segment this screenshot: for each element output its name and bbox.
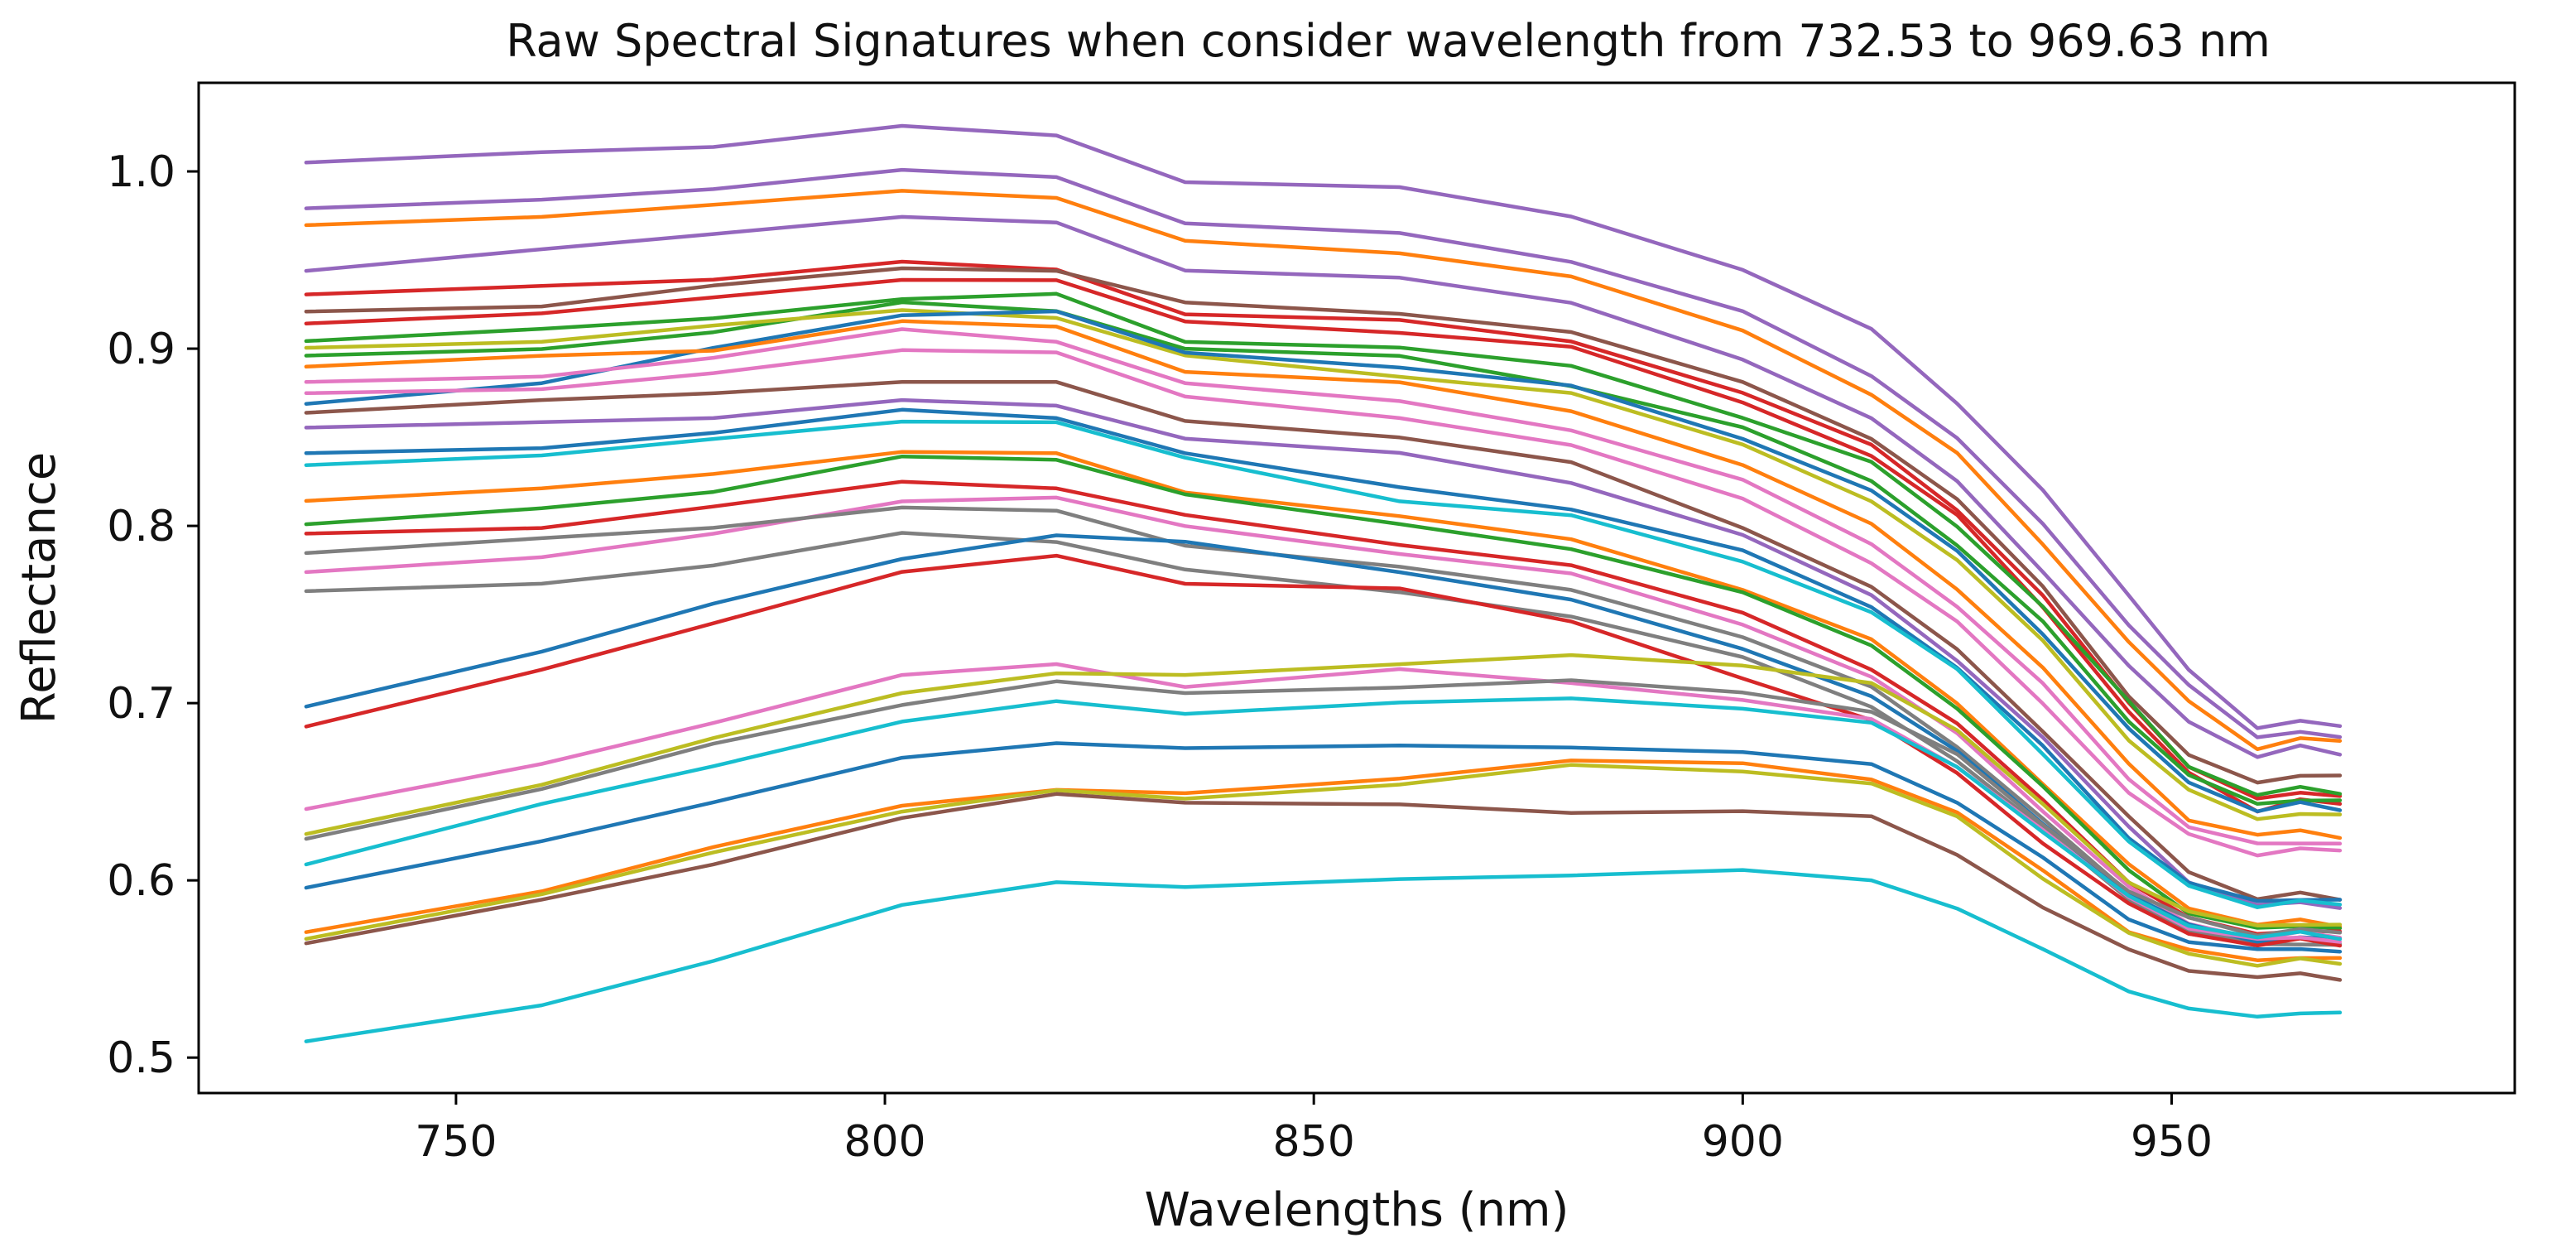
series-line-sample-11 bbox=[304, 309, 2343, 814]
series-line-sample-02 bbox=[304, 167, 2343, 739]
x-tick-label: 750 bbox=[415, 1117, 497, 1167]
series-line-sample-33 bbox=[304, 763, 2343, 968]
series-line-sample-26 bbox=[304, 553, 2343, 948]
series-line-sample-29 bbox=[304, 678, 2343, 938]
series-line-sample-23 bbox=[304, 505, 2343, 946]
series-line-sample-12 bbox=[304, 319, 2343, 840]
series-line-sample-31 bbox=[304, 741, 2343, 954]
series-line-sample-17 bbox=[304, 407, 2343, 903]
y-tick-label: 0.6 bbox=[107, 856, 175, 906]
series-line-sample-01 bbox=[304, 123, 2343, 730]
series-line-sample-18 bbox=[304, 419, 2343, 909]
y-tick-label: 0.9 bbox=[107, 325, 175, 374]
x-tick-label: 800 bbox=[843, 1117, 925, 1167]
series-line-sample-08 bbox=[304, 291, 2343, 797]
x-tick-label: 850 bbox=[1273, 1117, 1355, 1167]
series-line-sample-30 bbox=[304, 696, 2343, 942]
series-line-sample-10 bbox=[304, 308, 2343, 821]
series-line-sample-27 bbox=[304, 662, 2343, 944]
x-tick-label: 900 bbox=[1702, 1117, 1784, 1167]
series-line-sample-14 bbox=[304, 348, 2343, 858]
series-line-sample-35 bbox=[304, 868, 2343, 1043]
series-line-sample-32 bbox=[304, 759, 2343, 962]
series-line-sample-20 bbox=[304, 454, 2343, 931]
plot-area-frame bbox=[197, 81, 2516, 1095]
y-tick-label: 0.5 bbox=[107, 1033, 175, 1083]
series-line-sample-28 bbox=[304, 653, 2343, 927]
y-tick-label: 0.8 bbox=[107, 502, 175, 551]
series-line-sample-03 bbox=[304, 189, 2343, 752]
series-line-sample-09 bbox=[304, 300, 2343, 807]
x-axis-label: Wavelengths (nm) bbox=[1145, 1183, 1569, 1237]
series-layer bbox=[304, 123, 2343, 1043]
series-line-sample-13 bbox=[304, 327, 2343, 846]
series-line-sample-19 bbox=[304, 450, 2343, 929]
x-tick-label: 950 bbox=[2131, 1117, 2213, 1167]
y-tick-label: 0.7 bbox=[107, 679, 175, 729]
chart-title: Raw Spectral Signatures when consider wa… bbox=[506, 15, 2271, 67]
y-tick-label: 1.0 bbox=[107, 147, 175, 197]
series-line-sample-06 bbox=[304, 266, 2343, 785]
y-axis-ticks: 0.5 0.6 0.7 0.8 0.9 1.0 bbox=[107, 147, 199, 1083]
series-line-sample-15 bbox=[304, 380, 2343, 902]
series-line-sample-04 bbox=[304, 214, 2343, 759]
y-axis-label: Reflectance bbox=[12, 452, 66, 724]
x-axis-ticks: 750 800 850 900 950 bbox=[415, 1093, 2213, 1167]
series-line-sample-34 bbox=[304, 792, 2343, 982]
